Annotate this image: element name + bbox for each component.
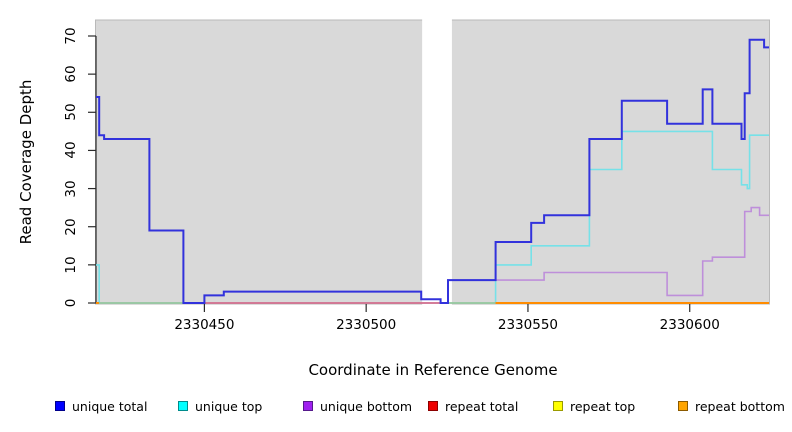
legend-swatch-unique-total bbox=[55, 401, 65, 411]
x-tick-label: 2330600 bbox=[659, 317, 720, 333]
legend-label: unique top bbox=[195, 398, 263, 414]
y-tick-label: 30 bbox=[63, 179, 79, 198]
legend-item-unique-top: unique top bbox=[178, 398, 262, 414]
legend-label: repeat bottom bbox=[695, 398, 785, 414]
x-tick-label: 2330550 bbox=[497, 317, 558, 333]
y-tick-label: 60 bbox=[63, 65, 79, 83]
legend-item-unique-total: unique total bbox=[55, 398, 147, 414]
y-axis-title: Read Coverage Depth bbox=[17, 79, 35, 245]
y-tick-label: 20 bbox=[63, 218, 79, 236]
x-tick-label: 2330500 bbox=[336, 317, 397, 333]
legend-swatch-unique-bottom bbox=[303, 401, 313, 411]
legend-item-repeat-bottom: repeat bottom bbox=[678, 398, 785, 414]
y-tick-label: 0 bbox=[63, 298, 79, 308]
y-tick-label: 10 bbox=[63, 256, 79, 274]
legend-label: unique bottom bbox=[320, 398, 413, 414]
legend-swatch-repeat-top bbox=[553, 401, 563, 411]
legend-swatch-unique-top bbox=[178, 401, 188, 411]
series-unique-total bbox=[96, 38, 769, 304]
legend-label: repeat top bbox=[570, 398, 636, 414]
y-tick-label: 50 bbox=[63, 103, 79, 121]
y-tick-label: 70 bbox=[63, 27, 79, 45]
legend-item-unique-bottom: unique bottom bbox=[303, 398, 412, 414]
series-unique-top bbox=[96, 130, 769, 304]
coverage-gap-band bbox=[422, 19, 452, 305]
legend-swatch-repeat-bottom bbox=[678, 401, 688, 411]
y-tick-label: 40 bbox=[63, 141, 79, 160]
legend-swatch-repeat-total bbox=[428, 401, 438, 411]
series-unique-bottom bbox=[96, 206, 769, 304]
x-axis-title: Coordinate in Reference Genome bbox=[308, 361, 558, 379]
legend-label: repeat total bbox=[445, 398, 519, 414]
x-tick-label: 2330450 bbox=[174, 317, 235, 333]
legend-item-repeat-top: repeat top bbox=[553, 398, 635, 414]
legend-item-repeat-total: repeat total bbox=[428, 398, 518, 414]
legend-label: unique total bbox=[72, 398, 148, 414]
